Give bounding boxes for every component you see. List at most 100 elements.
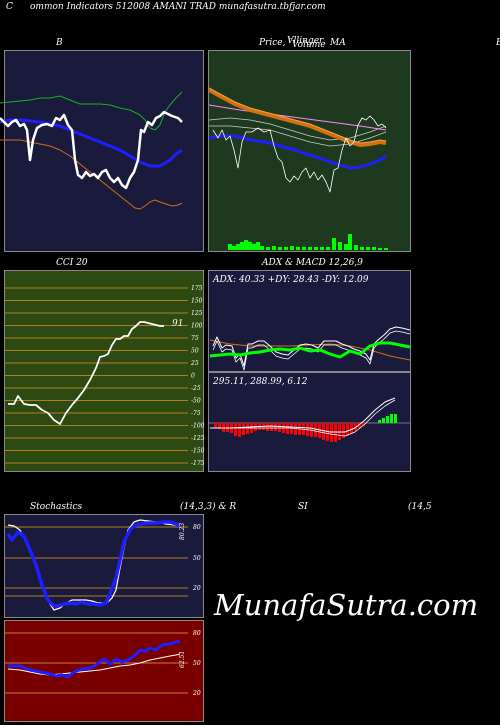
adx-series [209,326,411,371]
price-label: Price, [259,38,286,48]
macd-hist-green-bar-1 [382,418,385,423]
adx-white-line [212,326,411,367]
cci-tick-3: 100 [191,323,203,330]
volume-bar-8 [260,246,264,250]
macd-hist-bar-25 [314,423,317,437]
cci-tick-1: 150 [191,298,203,305]
price-close-line [212,115,387,193]
cci-tick-14: -175 [191,460,205,467]
macd-panel [208,372,411,472]
stoch-current-value: 80.23 [179,523,186,540]
macd-hist-green-bar-0 [378,420,381,423]
volume-bar-1 [232,246,236,250]
macd-hist-bar-8 [246,423,249,434]
stochastic-label: Stochastics [30,502,83,512]
macd-hist-bar-34 [350,423,353,434]
price-ma-orange-line [208,88,387,147]
volume-bar-26 [366,247,370,250]
macd-hist-bar-0 [214,423,217,428]
rsi-tick-2: 20 [192,690,201,697]
price-ma-thin-line [208,117,387,141]
macd-hist-green-bar-3 [390,414,393,423]
price-ma-blue-line [208,134,387,170]
macd-hist-bar-37 [362,423,365,426]
bollinger-series [0,91,183,210]
rsi-label: SI [298,502,308,512]
price-ma-orange-highlight [208,87,387,144]
volume-bar-3 [240,242,244,250]
volume-bar-20 [332,238,336,250]
volume-bar-16 [308,247,312,250]
volume-bar-27 [372,247,376,250]
volume-bar-13 [290,246,294,250]
rsi-current-value: 62.51 [179,651,186,668]
volume-bar-24 [354,245,358,250]
bb-middle-line [0,118,183,168]
cci-tick-5: 50 [191,348,199,355]
page-right-letter: B [496,38,500,48]
volume-bar-25 [360,247,364,250]
page-title: ommon Indicators 512008 AMANI TRAD munaf… [30,2,326,12]
page-left-letter: C [6,2,13,12]
macd-hist-green-bar-2 [386,416,389,423]
volume-bar-28 [378,248,382,250]
adx-readout: ADX: 40.33 +DY: 28.43 -DY: 12.09 [213,275,369,285]
cci-tick-10: -75 [191,410,201,417]
bb-lower-line [0,139,183,210]
macd-signal-line [210,399,396,437]
volume-bar-2 [236,244,240,250]
cci-tick-4: 75 [191,335,199,342]
cci-line [8,321,164,425]
cci-tick-8: -25 [191,385,201,392]
price-series [208,87,388,250]
cci-tick-9: -50 [191,398,201,405]
price-label-bollinger: Ɐllinger [287,36,324,46]
macd-line [210,397,396,433]
cci-tick-6: 25 [190,360,199,367]
volume-bar-22 [344,244,348,250]
macd-hist-bar-14 [270,423,273,431]
stoch-k-line [6,520,181,608]
rsi-series: 80 50 20 62.51 [5,630,201,697]
volume-bar-17 [314,247,318,250]
watermark: MunafaSutra.com [214,588,479,622]
cci-label: CCI 20 [56,258,88,268]
price-label-volume: Volume [292,40,326,50]
price-pink-line [208,104,387,131]
volume-bar-21 [338,242,342,250]
rsi-line [8,639,181,679]
volume-bar-9 [266,247,270,250]
volume-bar-29 [384,248,388,250]
macd-hist-bar-7 [242,423,245,435]
volume-bar-11 [278,247,282,250]
volume-bar-18 [320,247,324,250]
bb-price-line [0,110,183,190]
macd-hist-bar-18 [286,423,289,434]
cci-tick-12: -125 [191,435,205,442]
volume-bar-5 [248,242,252,250]
macd-hist-green-bar-4 [394,414,397,423]
macd-hist-bar-15 [274,423,277,431]
volume-bar-12 [284,247,288,250]
volume-bar-4 [244,240,248,250]
volume-bar-23 [348,234,352,250]
adx-panel [208,270,411,372]
price-label-ma: MA [330,38,346,48]
stoch-tick-2: 20 [192,585,201,592]
price-panel [208,50,411,252]
cci-tick-7: 0 [191,373,195,380]
stoch-tick-1: 50 [193,555,201,562]
rsi-tick-1: 50 [193,660,201,667]
volume-bar-6 [252,244,256,250]
adx-green-line [209,341,411,359]
rsi-white-line [7,653,181,676]
macd-hist-bar-32 [342,423,345,438]
macd-hist-bar-36 [358,423,361,428]
bollinger-panel [4,50,204,252]
cci-tick-11: -100 [191,423,205,430]
bollinger-label: B [56,38,63,48]
price-ma-thin2-line [209,125,387,147]
macd-hist-bar-5 [234,423,237,436]
volume-bar-7 [256,242,260,250]
